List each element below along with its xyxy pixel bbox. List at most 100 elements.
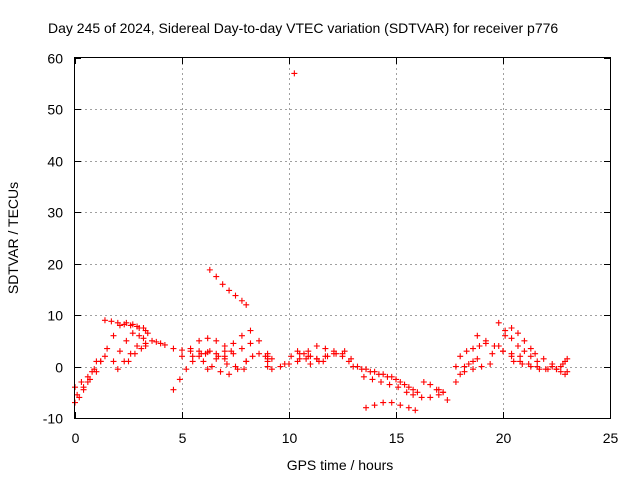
data-point (345, 358, 352, 365)
data-point (514, 330, 521, 337)
data-point (452, 363, 459, 370)
data-point (114, 319, 121, 326)
data-point (161, 341, 168, 348)
data-point (478, 363, 485, 370)
data-point (397, 402, 404, 409)
data-point (179, 353, 185, 360)
data-point (136, 332, 143, 339)
data-point (247, 340, 254, 347)
data-point (179, 347, 185, 354)
data-point (495, 343, 502, 349)
data-point (213, 273, 220, 280)
x-tick-label: 25 (603, 430, 619, 446)
data-point (527, 353, 534, 360)
data-point (339, 353, 346, 360)
data-point (101, 317, 108, 324)
data-point (544, 366, 551, 373)
data-point (123, 337, 130, 344)
x-axis-label: GPS time / hours (287, 457, 394, 473)
series-arc-32 (452, 355, 481, 385)
data-point (553, 366, 560, 373)
data-point (223, 361, 230, 367)
data-point (234, 366, 241, 373)
data-point (307, 361, 314, 367)
data-point (238, 332, 245, 339)
data-point (465, 361, 472, 367)
data-point (527, 363, 534, 370)
data-point (213, 337, 220, 344)
data-point (393, 376, 399, 383)
data-point (208, 363, 215, 370)
data-point (427, 394, 434, 401)
data-point (521, 337, 528, 344)
data-point (176, 376, 183, 383)
data-point (129, 330, 136, 337)
data-point (93, 368, 100, 375)
data-point (217, 368, 224, 375)
plot-frame (74, 57, 611, 419)
data-point (200, 358, 207, 365)
series-arc-09 (149, 337, 168, 348)
data-point (80, 384, 87, 391)
data-point (418, 394, 425, 401)
data-point (204, 335, 211, 342)
data-point (196, 337, 203, 344)
series-arc-17 (221, 337, 263, 362)
data-point (482, 337, 489, 344)
x-tick-label: 5 (179, 430, 187, 446)
data-point (213, 355, 220, 362)
data-point (243, 301, 250, 308)
data-point (149, 337, 156, 344)
x-tick-label: 20 (496, 430, 512, 446)
series-arc-13 (189, 348, 248, 373)
data-point (204, 366, 211, 373)
data-point (350, 363, 357, 370)
data-point (305, 348, 312, 355)
data-point (296, 355, 303, 362)
data-point (170, 345, 177, 352)
data-point (410, 386, 417, 393)
data-point (549, 363, 556, 370)
data-point (249, 353, 256, 360)
data-point (198, 350, 205, 357)
data-point (514, 343, 521, 349)
data-points (72, 70, 571, 414)
data-point (474, 355, 481, 362)
data-point (313, 343, 320, 349)
data-point (487, 361, 494, 367)
data-point (435, 386, 442, 393)
data-point (388, 399, 395, 406)
data-point (562, 371, 569, 378)
data-point (367, 368, 374, 375)
data-point (74, 391, 81, 398)
data-point (397, 379, 404, 385)
data-point (414, 389, 421, 396)
data-point (256, 350, 263, 357)
x-tick-labels: 0 5 10 15 20 25 (72, 430, 619, 446)
series-arc-15 (204, 327, 254, 373)
data-point (508, 335, 515, 342)
data-point (101, 353, 108, 360)
data-point (97, 358, 104, 365)
grid-lines (75, 58, 610, 418)
data-point (291, 70, 298, 77)
data-point (540, 355, 547, 362)
data-point (532, 350, 539, 357)
series-arc-31 (435, 386, 451, 403)
series-arc-33 (452, 361, 494, 375)
data-point (500, 348, 506, 355)
data-point (452, 379, 459, 385)
series-arc-40 (532, 350, 571, 375)
x-tick-label: 15 (389, 430, 405, 446)
x-tick-label: 0 (72, 430, 80, 446)
series-arc-12 (179, 335, 235, 360)
data-point (189, 353, 196, 360)
series-arc-27 (360, 373, 410, 396)
y-tick-label: 60 (47, 51, 63, 67)
data-point (508, 325, 515, 331)
data-point (502, 327, 509, 334)
data-point (470, 358, 477, 365)
data-point (183, 366, 190, 373)
data-point (360, 373, 367, 380)
